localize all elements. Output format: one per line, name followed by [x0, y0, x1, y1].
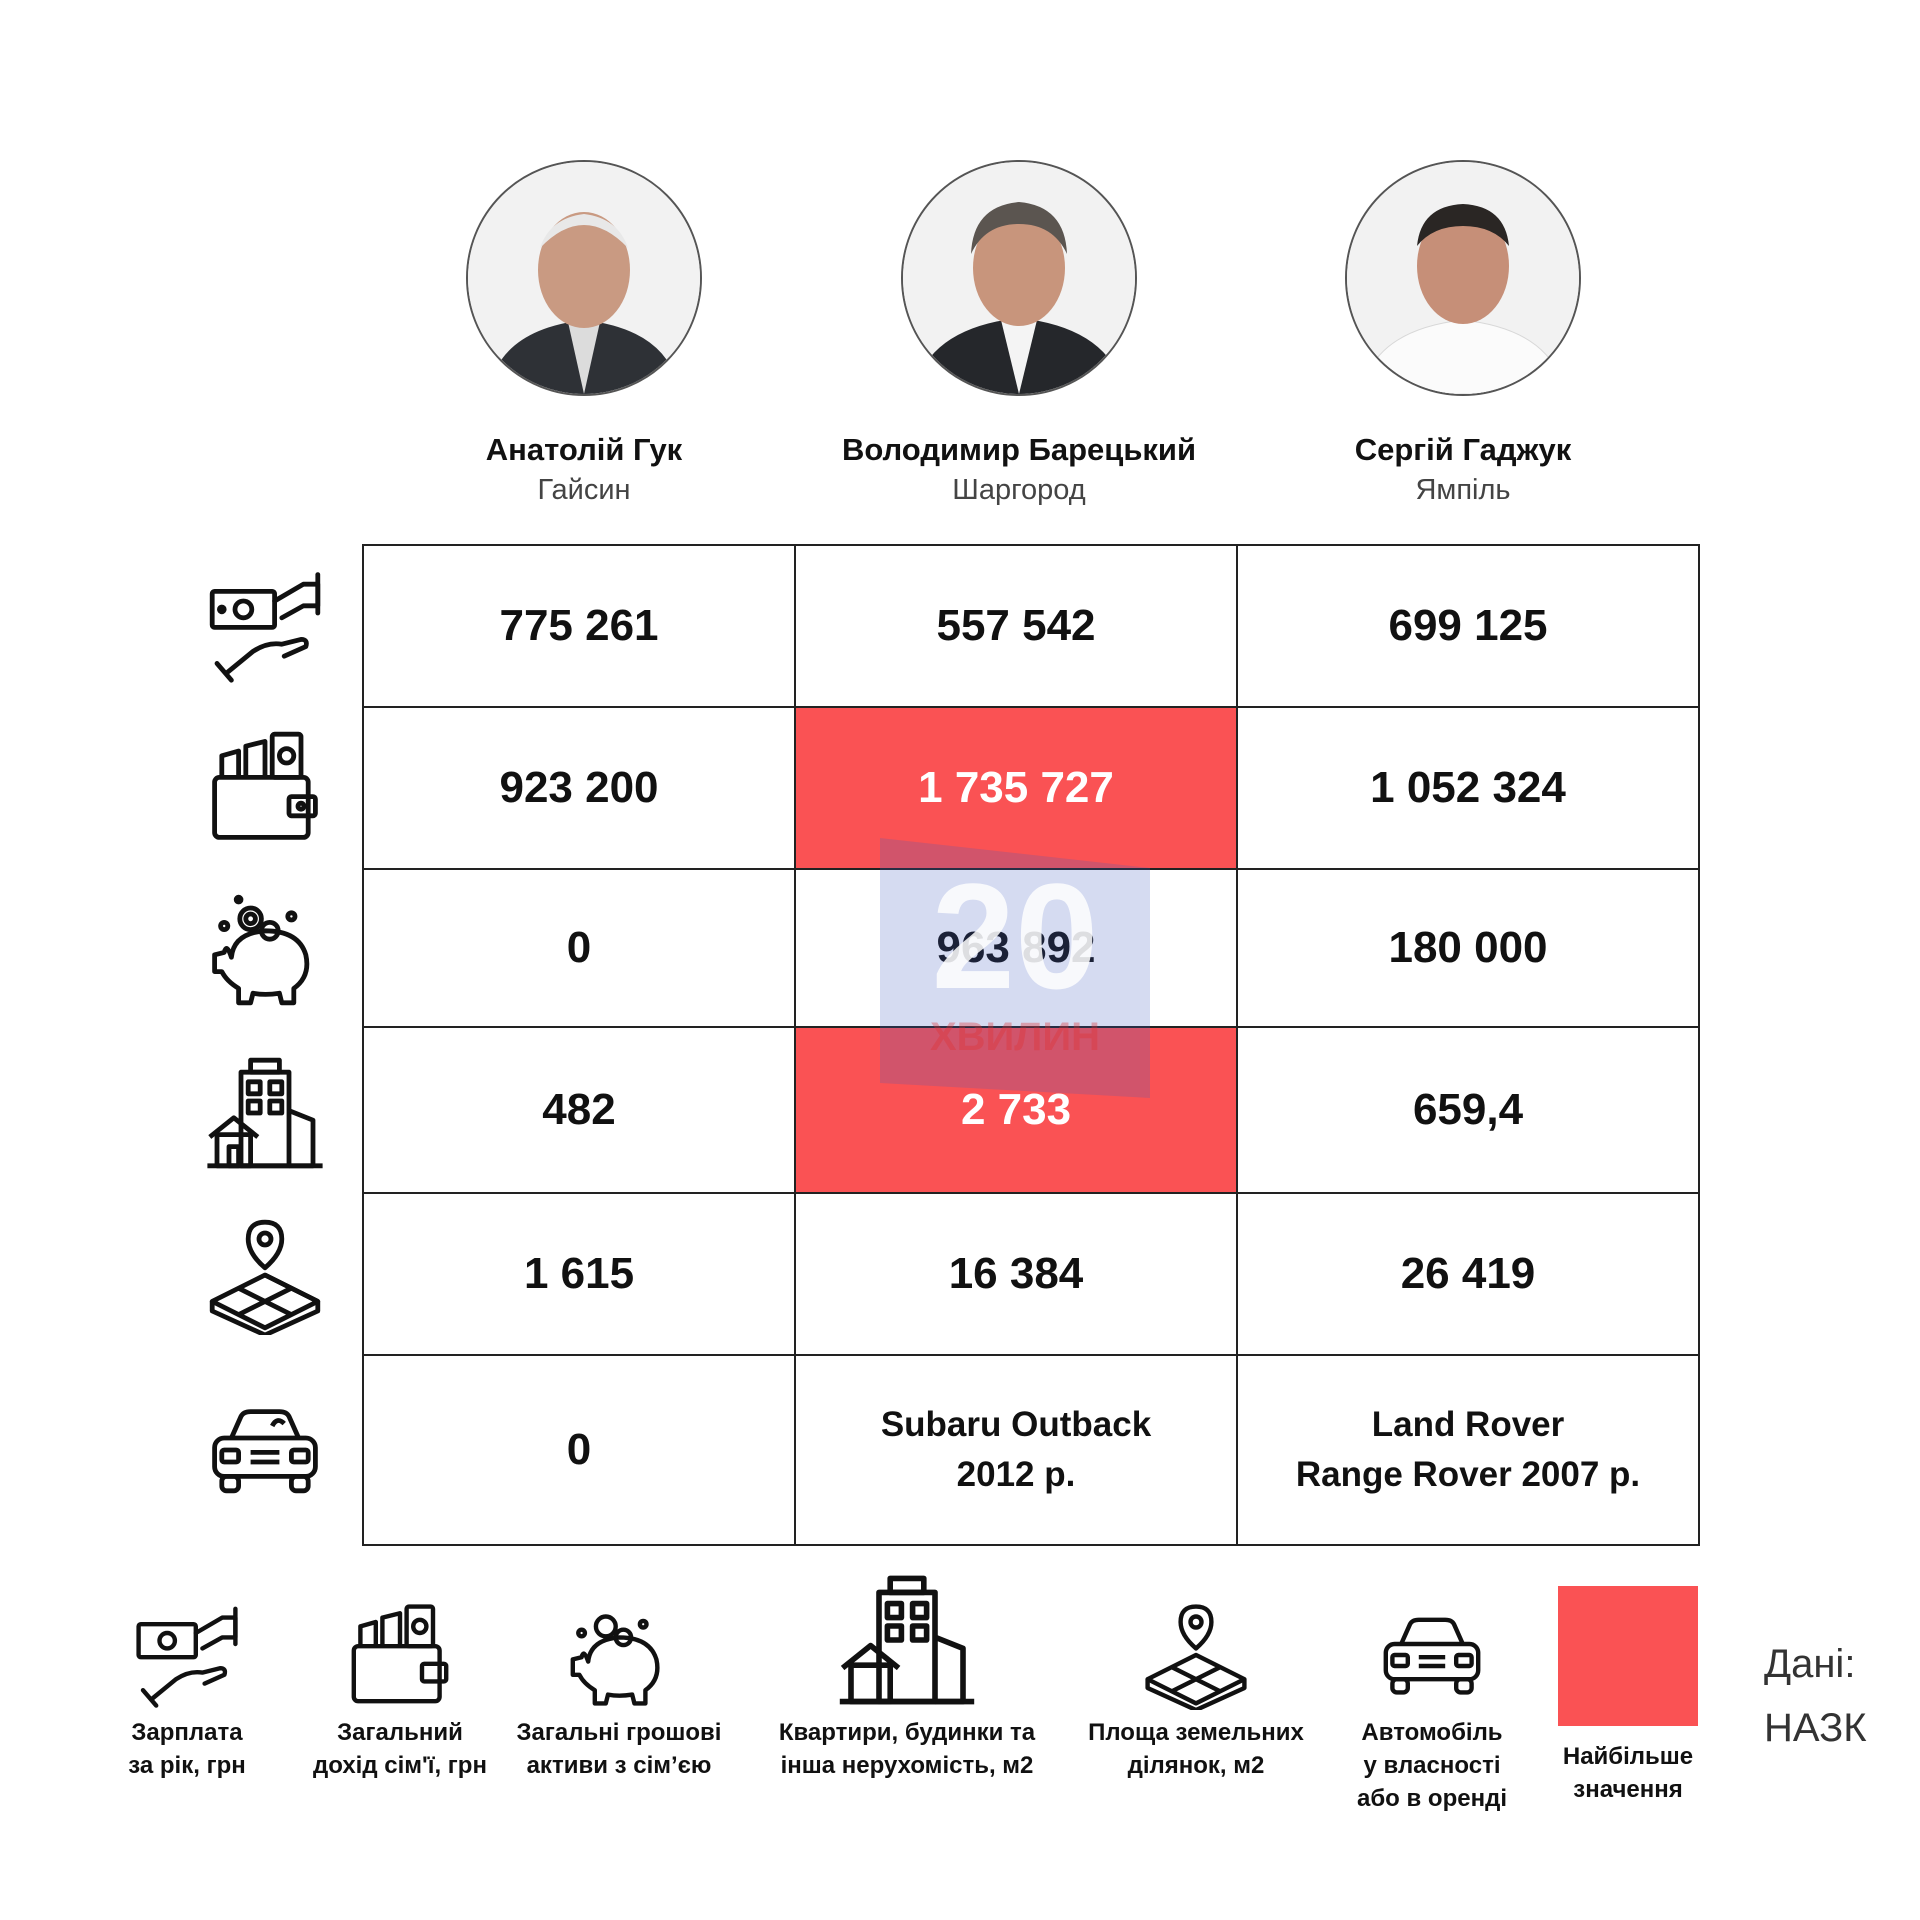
- legend-cash-assets: Загальні грошові активи з сім’єю: [508, 1600, 730, 1782]
- highlight-legend-label: Найбільше значення: [1562, 1743, 1694, 1803]
- money-hand-icon: [132, 1600, 242, 1710]
- land-plot-icon: [205, 1215, 325, 1338]
- person-city: Ямпіль: [1415, 474, 1511, 506]
- person-card-3: Сергій Гаджук Ямпіль: [1233, 160, 1693, 507]
- table-cell: 26 419: [1236, 1192, 1700, 1356]
- legend-label: Автомобіль у власності або в оренді: [1357, 1719, 1507, 1812]
- table-cell: 1 615: [362, 1192, 796, 1356]
- table-cell: 16 384: [794, 1192, 1238, 1356]
- car-name-line: Land Rover Range Rover 2007 р.: [1295, 1405, 1641, 1494]
- table-cell: 699 125: [1236, 544, 1700, 708]
- table-cell: 557 542: [794, 544, 1238, 708]
- table-row: 923 200 1 735 727 1 052 324: [362, 706, 1700, 870]
- table-cell: 482: [362, 1026, 796, 1194]
- table-row: 0 Subaru Outback 2012 р. Land Rover Rang…: [362, 1354, 1700, 1546]
- table-cell: 1 052 324: [1236, 706, 1700, 870]
- buildings-icon: [837, 1570, 977, 1710]
- table-cell: 180 000: [1236, 868, 1700, 1028]
- piggy-bank-icon: [205, 890, 325, 1010]
- person-card-2: Володимир Барецький Шаргород: [789, 160, 1249, 507]
- table-cell: Land Rover Range Rover 2007 р.: [1236, 1354, 1700, 1546]
- table-row: 775 261 557 542 699 125: [362, 544, 1700, 708]
- legend-label: Загальний дохід сім'ї, грн: [313, 1719, 487, 1779]
- person-city: Шаргород: [952, 474, 1086, 506]
- legend-label: Загальні грошові активи з сім’єю: [516, 1719, 722, 1779]
- table-row: 0 963 892 180 000: [362, 868, 1700, 1028]
- table-cell: 0: [362, 1354, 796, 1546]
- table-row: 482 2 733 659,4: [362, 1026, 1700, 1194]
- avatar: [466, 160, 702, 396]
- avatar: [1345, 160, 1581, 396]
- avatar: [901, 160, 1137, 396]
- money-hand-icon: [205, 565, 325, 685]
- declaration-table: 775 261 557 542 699 125 923 200 1 735 72…: [362, 544, 1700, 1546]
- legend-label: Квартири, будинки та інша нерухомість, м…: [778, 1719, 1036, 1779]
- table-cell: 775 261: [362, 544, 796, 708]
- table-cell: Subaru Outback 2012 р.: [794, 1354, 1238, 1546]
- piggy-bank-icon: [564, 1600, 674, 1710]
- person-name: Сергій Гаджук: [1354, 432, 1572, 467]
- car-name-line: Subaru Outback 2012 р.: [880, 1405, 1152, 1494]
- buildings-icon: [205, 1053, 325, 1173]
- legend-label: Площа земельних ділянок, м2: [1088, 1719, 1304, 1779]
- table-cell: 0: [362, 868, 796, 1028]
- car-icon: [205, 1390, 325, 1510]
- table-cell-highlight: 2 733: [794, 1026, 1238, 1194]
- person-city: Гайсин: [537, 474, 631, 506]
- table-cell: 963 892: [794, 868, 1238, 1028]
- wallet-icon: [345, 1600, 455, 1710]
- car-icon: [1377, 1600, 1487, 1710]
- legend-land: Площа земельних ділянок, м2: [1076, 1600, 1316, 1782]
- legend-real-estate: Квартири, будинки та інша нерухомість, м…: [762, 1575, 1052, 1782]
- person-name: Анатолій Гук: [485, 432, 683, 467]
- legend-car: Автомобіль у власності або в оренді: [1344, 1600, 1520, 1815]
- table-cell: 659,4: [1236, 1026, 1700, 1194]
- legend-label: Зарплата за рік, грн: [128, 1719, 246, 1779]
- legend-family-income: Загальний дохід сім'ї, грн: [302, 1600, 498, 1782]
- table-cell-highlight: 1 735 727: [794, 706, 1238, 870]
- person-card-1: Анатолій Гук Гайсин: [354, 160, 814, 507]
- person-name: Володимир Барецький: [841, 432, 1197, 467]
- highlight-swatch: [1558, 1586, 1698, 1726]
- data-source: Дані: НАЗК: [1764, 1642, 1867, 1750]
- legend-salary: Зарплата за рік, грн: [112, 1600, 262, 1782]
- table-row: 1 615 16 384 26 419: [362, 1192, 1700, 1356]
- land-plot-icon: [1141, 1600, 1251, 1713]
- table-cell: 923 200: [362, 706, 796, 870]
- wallet-icon: [205, 727, 325, 847]
